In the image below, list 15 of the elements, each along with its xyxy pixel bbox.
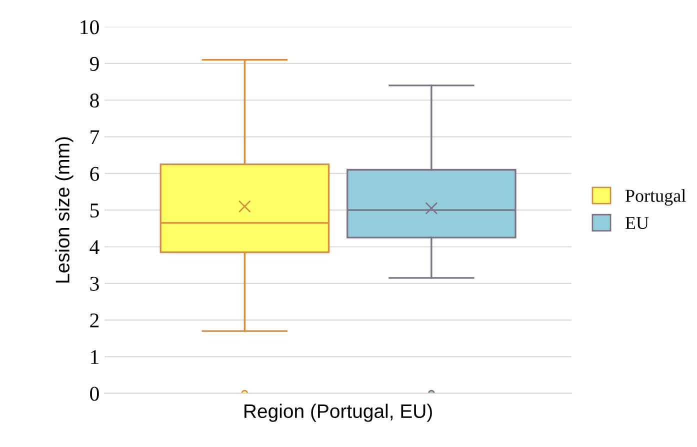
y-tick-label: 5 — [90, 204, 99, 218]
y-tick-label: 3 — [90, 276, 99, 291]
y-tick-label: 8 — [90, 94, 99, 108]
y-tick-label: 7 — [90, 130, 100, 144]
y-tick-label: 0 — [90, 386, 99, 401]
y-tick-label: 6 — [90, 166, 100, 181]
legend-label: EU — [625, 217, 649, 230]
x-axis-title: Region (Portugal, EU) — [244, 404, 432, 422]
y-tick-label: 2 — [90, 313, 99, 328]
y-tick-label: 9 — [90, 56, 99, 71]
y-tick-label: 1 — [91, 350, 98, 364]
y-tick-label: 4 — [90, 240, 100, 254]
legend-label: Portugal — [625, 189, 686, 206]
y-tick-label: 10 — [80, 20, 99, 34]
y-axis-title: Lesion size (mm) — [55, 137, 74, 283]
